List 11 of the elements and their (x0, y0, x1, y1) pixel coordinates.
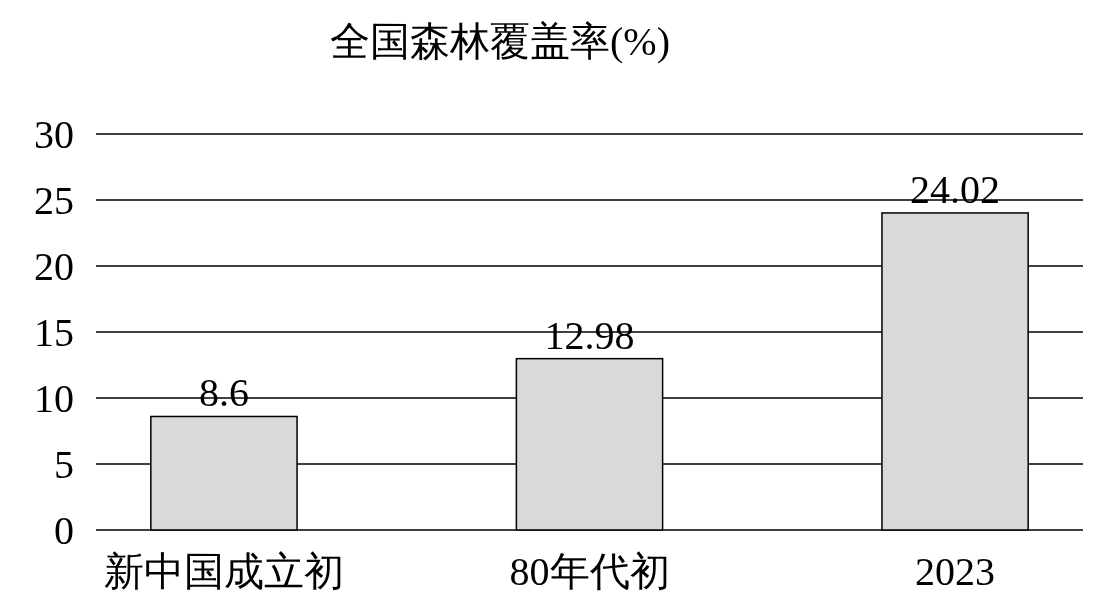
y-tick-label: 30 (34, 112, 74, 157)
chart-title: 全国森林覆盖率(%) (330, 19, 670, 64)
y-tick-label: 20 (34, 244, 74, 289)
x-tick-label: 2023 (915, 549, 996, 594)
y-tick-label: 25 (34, 178, 74, 223)
x-tick-label: 80年代初 (509, 549, 670, 594)
x-tick-label: 新中国成立初 (103, 549, 344, 594)
y-tick-label: 15 (34, 310, 74, 355)
y-tick-label: 10 (34, 376, 74, 421)
y-tick-label: 5 (54, 442, 74, 487)
y-tick-label: 0 (54, 508, 74, 553)
